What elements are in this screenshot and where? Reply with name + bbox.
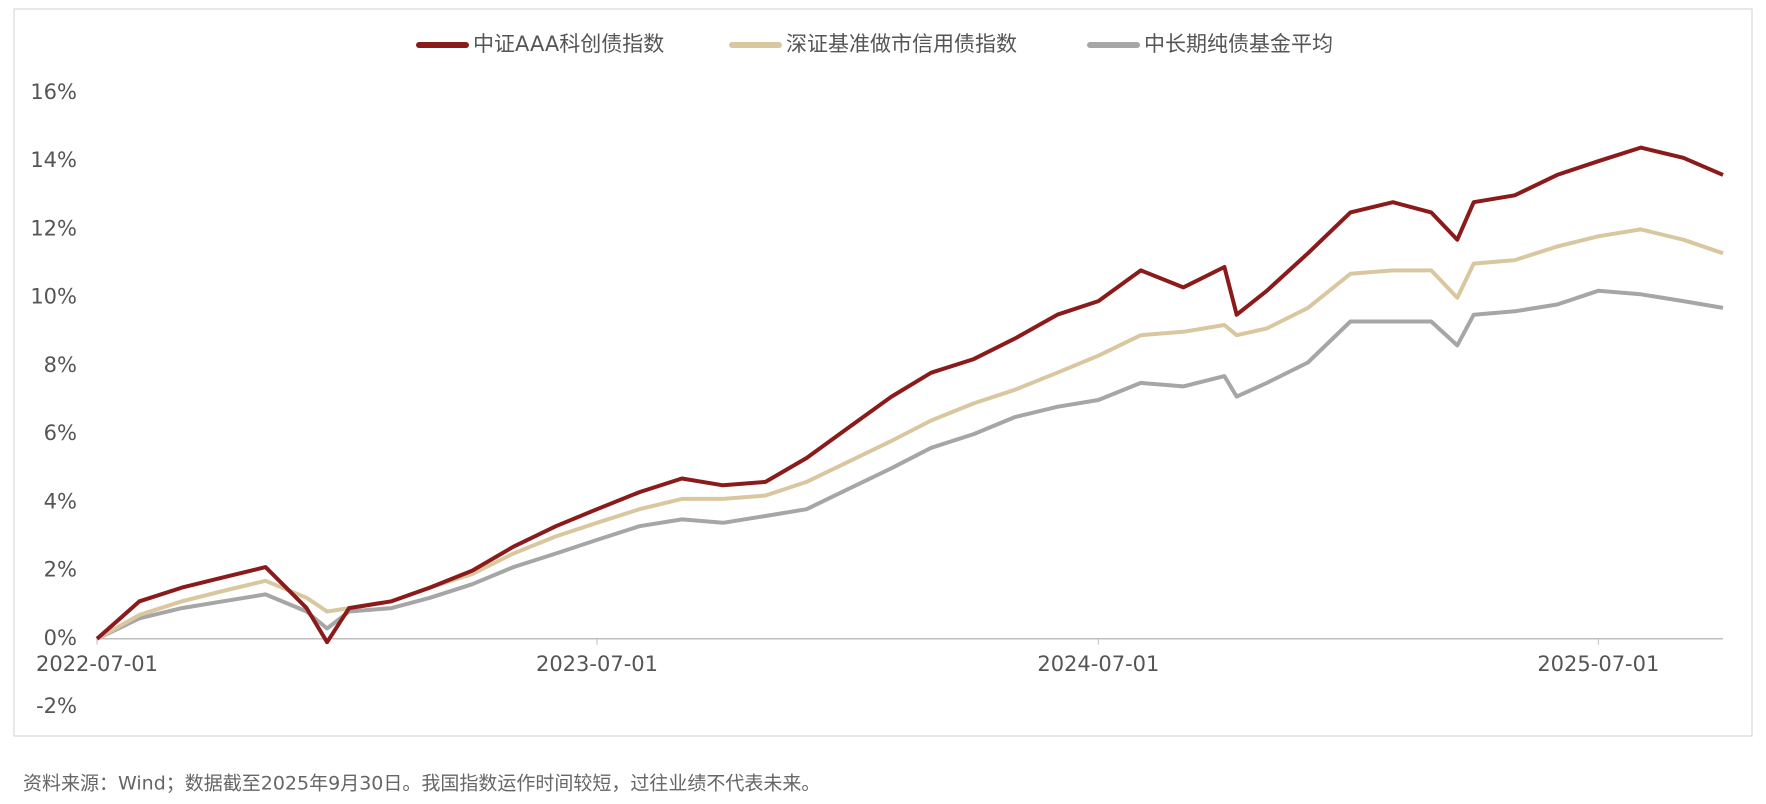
series-line — [96, 227, 1724, 641]
y-tick-label: 12% — [30, 216, 77, 240]
chart-frame — [13, 8, 1753, 737]
y-tick-label: 16% — [30, 80, 77, 104]
y-tick-label: 2% — [44, 558, 77, 582]
legend-label: 中证AAA科创债指数 — [473, 32, 664, 56]
x-tick-label: 2023-07-01 — [536, 652, 658, 676]
y-tick-label: 6% — [44, 421, 77, 445]
y-tick-label: 14% — [30, 148, 77, 172]
legend-label: 中长期纯债基金平均 — [1144, 32, 1333, 56]
y-tick-label: 8% — [44, 353, 77, 377]
x-tick-label: 2024-07-01 — [1037, 652, 1159, 676]
legend-label: 深证基准做市信用债指数 — [786, 32, 1017, 56]
y-tick-label: 10% — [30, 285, 77, 309]
y-tick-label: 4% — [44, 489, 77, 513]
y-tick-label: -2% — [36, 694, 77, 718]
series-line — [96, 288, 1724, 641]
footnote: 资料来源：Wind；数据截至2025年9月30日。我国指数运作时间较短，过往业绩… — [23, 773, 820, 795]
x-tick-label: 2022-07-01 — [36, 652, 158, 676]
x-tick-label: 2025-07-01 — [1537, 652, 1659, 676]
series-line — [95, 145, 1724, 645]
y-tick-label: 0% — [44, 626, 77, 650]
